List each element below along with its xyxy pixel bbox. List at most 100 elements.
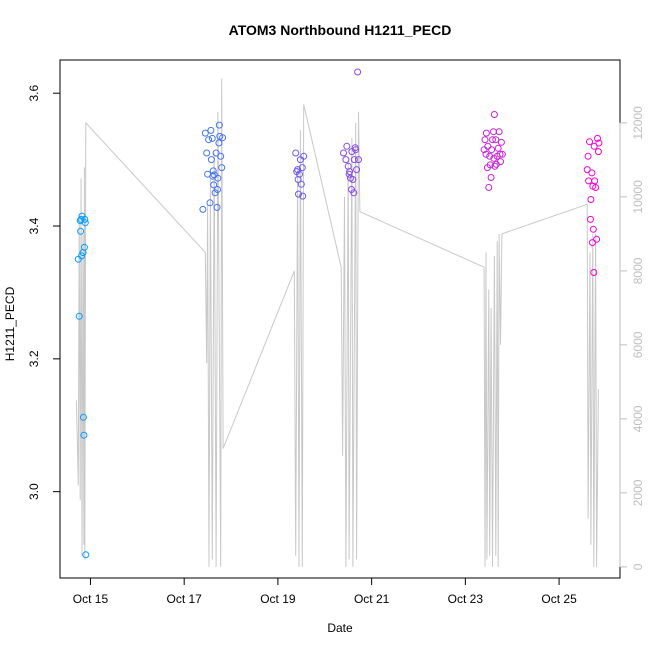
data-point — [206, 199, 214, 207]
data-point — [355, 156, 362, 164]
data-point — [215, 121, 223, 129]
data-point — [593, 235, 601, 243]
data-point — [588, 239, 596, 247]
data-point — [482, 129, 490, 137]
data-point — [298, 164, 306, 172]
data-point — [489, 136, 496, 144]
data-point — [201, 129, 209, 137]
y-axis: 3.0 3.2 3.4 3.6 — [27, 85, 61, 500]
data-point — [297, 180, 305, 188]
x-tick-label: Oct 17 — [167, 592, 203, 606]
data-point — [77, 227, 85, 235]
data-point — [497, 138, 505, 146]
data-point — [353, 166, 361, 174]
y2-tick-label: 10000 — [631, 180, 645, 214]
data-point — [591, 177, 599, 185]
data-point — [208, 134, 216, 142]
data-point — [349, 176, 357, 183]
data-point — [594, 134, 601, 142]
data-point — [594, 148, 602, 156]
y-axis-label: H1211_PECD — [3, 286, 17, 361]
x-tick-label: Oct 25 — [541, 592, 577, 606]
data-point — [589, 225, 597, 233]
data-point — [350, 156, 358, 164]
y-tick-label: 3.0 — [27, 483, 41, 500]
x-tick-label: Oct 21 — [354, 592, 390, 606]
data-point — [487, 174, 495, 181]
data-point — [210, 181, 218, 189]
data-point — [354, 68, 362, 76]
data-point — [218, 164, 226, 172]
y2-tick-label: 2000 — [631, 479, 645, 506]
data-point — [491, 162, 499, 170]
x-tick-label: Oct 19 — [260, 592, 296, 606]
data-point — [587, 196, 595, 203]
data-point — [299, 192, 307, 200]
data-point — [213, 203, 221, 211]
data-point — [80, 243, 88, 251]
data-point — [496, 150, 504, 158]
data-point — [352, 146, 360, 154]
y-tick-label: 3.4 — [27, 217, 41, 234]
data-point — [481, 136, 489, 144]
chart-title: ATOM3 Northbound H1211_PECD — [229, 22, 452, 38]
data-point — [214, 186, 221, 193]
data-point — [77, 215, 85, 223]
y2-tick-label: 0 — [631, 563, 645, 570]
y2-tick-label: 4000 — [631, 405, 645, 432]
x-axis-label: Date — [327, 621, 353, 635]
data-point — [217, 152, 225, 160]
data-point — [350, 189, 358, 197]
data-point — [486, 152, 494, 160]
data-point — [345, 170, 353, 178]
y-tick-label: 3.2 — [27, 350, 41, 367]
y2-tick-label: 8000 — [631, 257, 645, 284]
secondary-y-axis: 0 2000 4000 6000 8000 10000 12000 — [619, 106, 645, 570]
data-point — [80, 431, 88, 439]
data-point — [488, 146, 496, 154]
data-point — [343, 142, 351, 150]
data-point — [207, 156, 215, 164]
data-point — [212, 149, 220, 157]
data-point — [292, 149, 300, 157]
data-point — [587, 215, 594, 223]
data-point — [590, 269, 598, 276]
data-points-layer — [74, 68, 603, 559]
altitude-line — [75, 78, 599, 567]
data-point — [592, 184, 600, 191]
y2-tick-label: 12000 — [631, 106, 645, 140]
data-point — [497, 158, 504, 166]
data-point — [583, 166, 591, 174]
data-point — [81, 215, 89, 223]
data-point — [219, 134, 227, 142]
data-point — [492, 136, 500, 144]
data-point — [595, 139, 603, 147]
data-point — [300, 152, 308, 160]
data-point — [205, 136, 213, 144]
data-point — [490, 111, 498, 118]
data-point — [296, 170, 303, 178]
data-point — [215, 139, 223, 147]
y-tick-label: 3.6 — [27, 85, 41, 102]
data-point — [214, 174, 222, 182]
data-point — [586, 138, 593, 146]
x-tick-label: Oct 15 — [73, 592, 109, 606]
x-tick-label: Oct 23 — [448, 592, 484, 606]
data-point — [495, 128, 503, 136]
data-point — [584, 152, 592, 160]
data-point — [294, 166, 302, 174]
data-point — [81, 219, 89, 227]
altitude-layer — [75, 78, 599, 567]
data-point — [79, 413, 87, 421]
data-point — [209, 167, 217, 175]
data-point — [342, 156, 350, 164]
data-point — [590, 142, 598, 150]
data-point — [207, 126, 215, 134]
data-point — [295, 190, 302, 198]
data-point — [78, 252, 86, 260]
data-point — [482, 150, 490, 158]
data-point — [75, 312, 83, 320]
data-point — [340, 149, 347, 157]
